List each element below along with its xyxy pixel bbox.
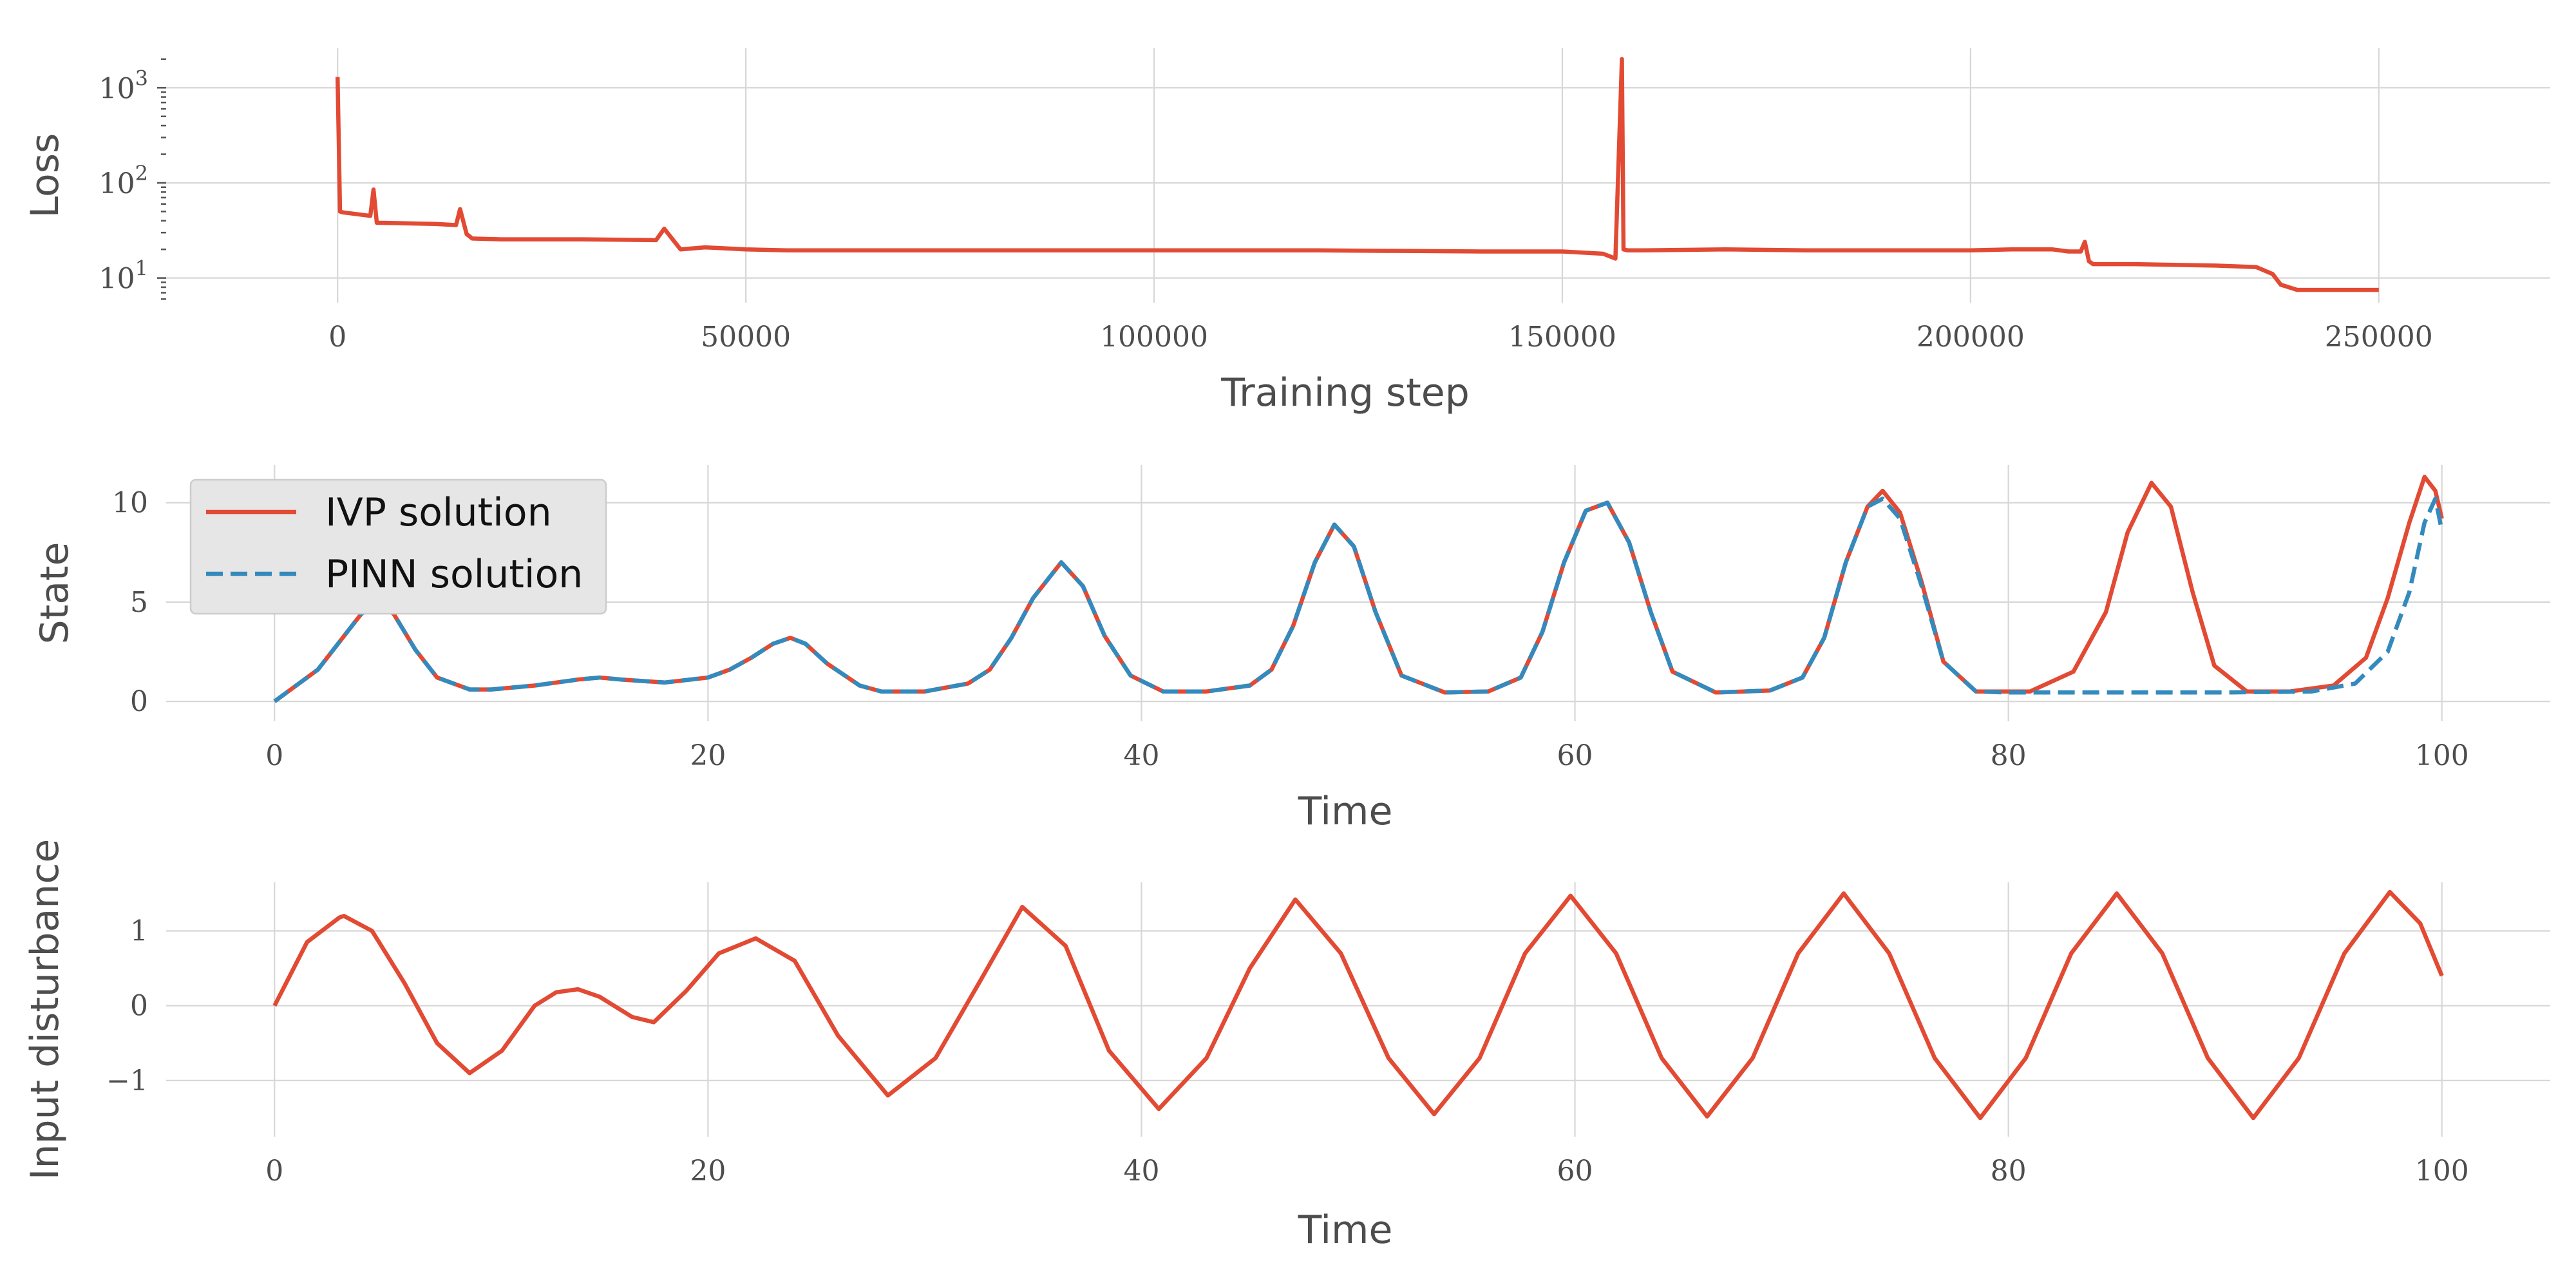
x-tick-label: 40 xyxy=(1123,739,1159,772)
x-tick-label: 60 xyxy=(1557,1155,1593,1188)
y-axis-label: Input disturbance xyxy=(23,839,68,1180)
x-axis-label: Training step xyxy=(1220,370,1470,415)
y-tick-label: −1 xyxy=(106,1065,148,1097)
x-tick-label: 100 xyxy=(2415,739,2469,772)
x-tick-label: 250000 xyxy=(2325,321,2433,354)
x-tick-label: 0 xyxy=(265,1155,283,1188)
y-tick-label: 101 xyxy=(99,256,148,296)
y-tick-label: 0 xyxy=(130,990,148,1023)
x-tick-label: 80 xyxy=(1991,739,2027,772)
x-axis-label: Time xyxy=(1298,1208,1393,1253)
x-tick-label: 100000 xyxy=(1100,321,1208,354)
x-tick-label: 80 xyxy=(1991,1155,2027,1188)
grid xyxy=(166,48,2550,303)
grid xyxy=(166,882,2550,1137)
y-tick-label: 5 xyxy=(130,586,148,619)
y-tick-exponent: 2 xyxy=(135,161,148,185)
y-tick-label: 0 xyxy=(130,685,148,718)
x-tick-label: 100 xyxy=(2415,1155,2469,1188)
x-tick-label: 20 xyxy=(690,739,726,772)
loss-panel: 0 50000 100000 150000 200000 250000101102103T… xyxy=(23,48,2550,415)
y-tick-exponent: 1 xyxy=(135,256,148,281)
x-tick-label: 150000 xyxy=(1508,321,1616,354)
x-tick-label: 20 xyxy=(690,1155,726,1188)
minor-ticks xyxy=(157,58,166,300)
y-axis-label: Loss xyxy=(23,133,68,218)
y-tick-label: 1 xyxy=(130,915,148,948)
y-tick-label: 10 xyxy=(112,487,148,520)
y-tick-base: 10 xyxy=(99,263,135,296)
legend-entry-1: PINN solution xyxy=(325,552,583,597)
x-tick-label: 40 xyxy=(1123,1155,1159,1188)
disturbance-line xyxy=(272,889,2444,1121)
y-axis-label: State xyxy=(32,542,77,645)
x-tick-label: 0 xyxy=(328,321,346,354)
legend-entry-0: IVP solution xyxy=(325,490,552,535)
x-axis-label: Time xyxy=(1298,789,1393,834)
x-tick-label: 50000 xyxy=(701,321,791,354)
x-tick-label: 0 xyxy=(265,739,283,772)
x-tick-label: 200000 xyxy=(1917,321,2025,354)
y-tick-label: 103 xyxy=(99,66,148,105)
y-tick-label: 102 xyxy=(99,161,148,200)
y-tick-base: 10 xyxy=(99,72,135,105)
legend: IVP solution PINN solution xyxy=(189,478,607,615)
loss-line xyxy=(335,57,2379,292)
y-tick-base: 10 xyxy=(99,167,135,200)
x-tick-label: 60 xyxy=(1557,739,1593,772)
y-tick-exponent: 3 xyxy=(135,66,148,90)
disturbance-panel: 0 20 40 60 80 100 −1 0 1 Time Input disturbance xyxy=(23,839,2550,1253)
state-panel: 0 20 40 60 80 100 0 5 10 Time State IVP solution PIN… xyxy=(32,465,2550,834)
pinn-solution-line xyxy=(273,497,2444,703)
